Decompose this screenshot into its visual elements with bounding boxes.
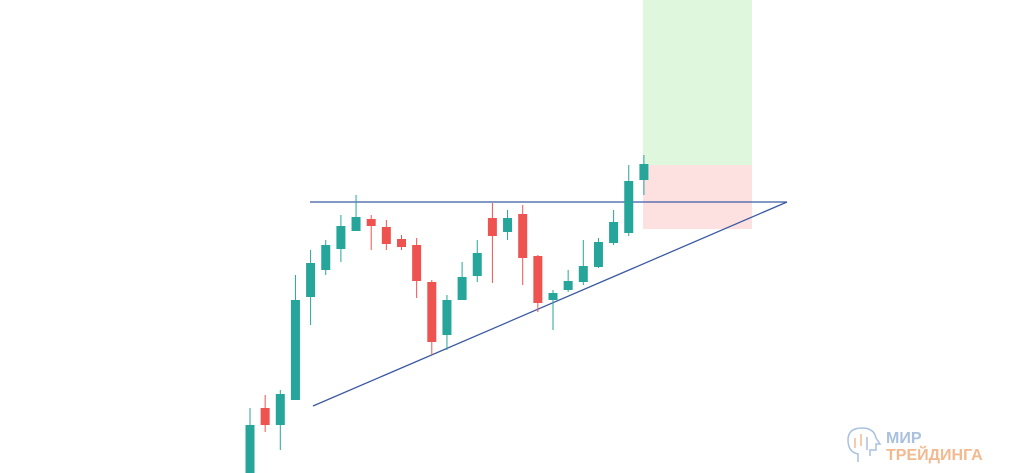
candle-body (609, 222, 619, 243)
logo: МИР ТРЕЙДИНГА (847, 427, 983, 464)
candle-body (563, 281, 573, 290)
candle-body (472, 253, 482, 276)
candle-body (624, 181, 634, 233)
candle-body (487, 218, 497, 236)
candle-body (639, 164, 649, 180)
candle-body (533, 256, 543, 303)
candle-body (381, 227, 391, 244)
candle-body (351, 217, 361, 231)
candle-body (366, 219, 376, 226)
candles (245, 155, 649, 473)
candle-body (260, 408, 270, 425)
candle-body (275, 394, 285, 425)
candle-body (457, 277, 467, 300)
stop-zone (643, 165, 752, 229)
candle-body (306, 263, 316, 297)
candle-body (503, 218, 513, 232)
candle-body (412, 245, 422, 281)
target-zone (643, 0, 752, 165)
candle-body (442, 300, 452, 335)
candle-body (397, 239, 406, 247)
candle-body (427, 282, 437, 342)
candle-body (548, 293, 558, 300)
candle-body (593, 242, 603, 267)
trend-line (312, 201, 788, 407)
candle-body (290, 300, 300, 400)
logo-icon (847, 427, 882, 462)
candle-body (321, 245, 331, 270)
candle-body (518, 214, 528, 258)
logo-line2: ТРЕЙДИНГА (886, 445, 983, 464)
logo-line1: МИР (886, 430, 922, 447)
candle-body (245, 425, 255, 473)
candle-body (578, 266, 588, 282)
candle-body (336, 226, 346, 249)
